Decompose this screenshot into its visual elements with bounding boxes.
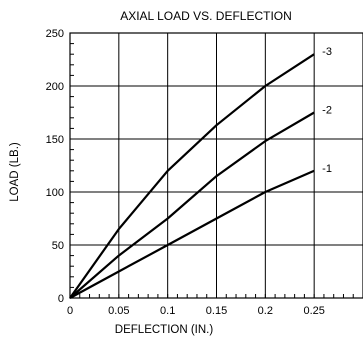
series-line-3 — [69, 53, 315, 299]
chart-title: AXIAL LOAD VS. DEFLECTION — [120, 9, 292, 23]
y-tick-label: 100 — [46, 187, 64, 199]
y-tick-label: 200 — [46, 81, 64, 93]
x-tick-label: 0.25 — [303, 305, 324, 317]
x-tick-label: 0.1 — [160, 305, 175, 317]
y-tick-label: 250 — [46, 28, 64, 40]
tick-labels: 0 0.05 0.1 0.15 0.2 0.25 0 50 100 150 200 250 — [46, 28, 325, 317]
x-tick-label: 0.2 — [258, 305, 273, 317]
y-tick-label: 50 — [52, 240, 64, 252]
plot-frame — [69, 32, 363, 299]
series-labels: -3 -2 -1 — [322, 46, 332, 175]
series-label-2: -2 — [322, 105, 332, 117]
series-label-1: -1 — [322, 163, 332, 175]
series-label-3: -3 — [322, 46, 332, 58]
series-line-1 — [69, 169, 315, 299]
x-axis-label: DEFLECTION (IN.) — [115, 324, 214, 336]
x-tick-label: 0.15 — [206, 305, 227, 317]
x-tick-label: 0 — [67, 305, 73, 317]
x-tick-label: 0.05 — [108, 305, 129, 317]
y-tick-label: 0 — [58, 293, 64, 305]
series-line-2 — [69, 111, 315, 299]
series-lines — [69, 53, 315, 299]
y-tick-label: 150 — [46, 134, 64, 146]
grid — [70, 33, 363, 298]
y-axis-label: LOAD (LB.) — [9, 142, 21, 202]
